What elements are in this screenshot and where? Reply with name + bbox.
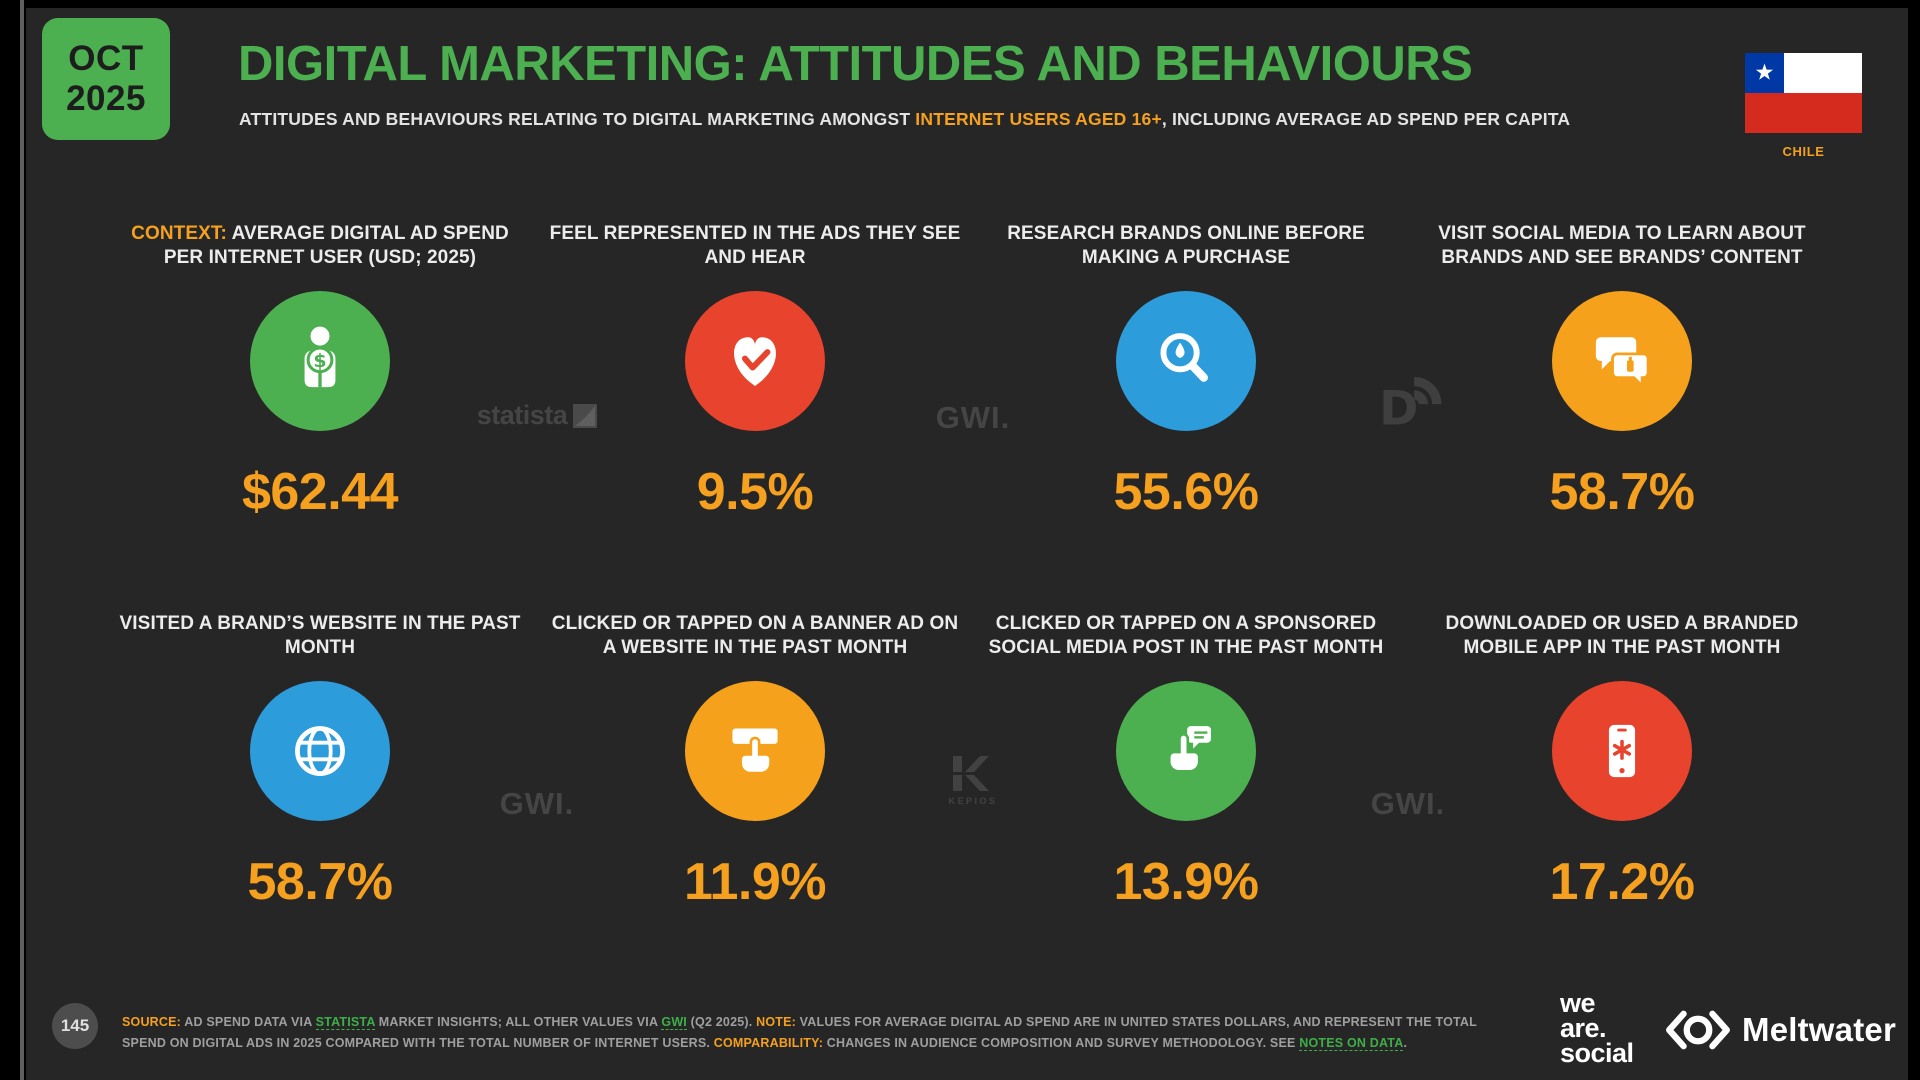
subtitle-highlight: INTERNET USERS AGED 16+ (915, 109, 1162, 129)
stat-label: CLICKED OR TAPPED ON A SPONSORED SOCIAL … (988, 613, 1384, 658)
svg-text:D: D (1379, 382, 1418, 435)
stat-branded-app: DOWNLOADED OR USED A BRANDED MOBILE APP … (1412, 612, 1832, 924)
kepios-logo-icon (953, 756, 989, 791)
we-are-social-logo: we are. social (1560, 988, 1634, 1068)
stat-label: VISIT SOCIAL MEDIA TO LEARN ABOUT BRANDS… (1438, 223, 1806, 268)
date-badge-year: 2025 (66, 79, 146, 118)
gwi-link[interactable]: GWI (661, 1015, 687, 1030)
meltwater-eye-icon (1666, 1010, 1730, 1050)
gwi-watermark: GWI. (935, 400, 1011, 435)
stat-label: FEEL REPRESENTED IN THE ADS THEY SEE AND… (549, 223, 961, 268)
stat-research-brands: RESEARCH BRANDS ONLINE BEFORE MAKING A P… (976, 222, 1396, 534)
gwi-watermark: GWI. (499, 786, 575, 821)
person-dollar-icon: $ (250, 291, 390, 431)
stat-social-learn: VISIT SOCIAL MEDIA TO LEARN ABOUT BRANDS… (1412, 222, 1832, 534)
chat-bubbles-icon (1552, 291, 1692, 431)
datareportal-watermark-icon: D (1373, 363, 1445, 440)
date-badge: OCT 2025 (42, 18, 170, 140)
source-note: SOURCE: AD SPEND DATA VIA STATISTA MARKE… (122, 1012, 1477, 1054)
stat-feel-represented: FEEL REPRESENTED IN THE ADS THEY SEE AND… (545, 222, 965, 534)
search-pin-icon (1116, 291, 1256, 431)
banner-click-icon (685, 681, 825, 821)
date-badge-month: OCT (68, 39, 144, 78)
stat-banner-ad-click: CLICKED OR TAPPED ON A BANNER AD ON A WE… (545, 612, 965, 924)
meltwater-wordmark: Meltwater (1742, 1011, 1897, 1048)
stat-visited-website: VISITED A BRAND’S WEBSITE IN THE PAST MO… (110, 612, 530, 924)
stat-label: CLICKED OR TAPPED ON A BANNER AD ON A WE… (551, 613, 959, 658)
svg-text:$: $ (313, 350, 326, 372)
stat-label: VISITED A BRAND’S WEBSITE IN THE PAST MO… (119, 613, 521, 658)
notes-on-data-link[interactable]: NOTES ON DATA (1299, 1036, 1404, 1051)
branded-app-icon (1552, 681, 1692, 821)
tap-post-icon (1116, 681, 1256, 821)
statista-watermark: statista (442, 400, 632, 431)
stat-ad-spend: CONTEXT: AVERAGE DIGITAL AD SPEND PER IN… (110, 222, 530, 534)
country-flag-block: CHILE (1745, 53, 1862, 159)
gwi-watermark: GWI. (1370, 786, 1446, 821)
kepios-watermark: KEPIOS (928, 756, 1018, 806)
stat-value: 58.7% (1549, 463, 1695, 521)
source-line-2: SPEND ON DIGITAL ADS IN 2025 COMPARED WI… (122, 1036, 1408, 1051)
stat-value: $62.44 (241, 463, 399, 521)
stat-sponsored-post-click: CLICKED OR TAPPED ON A SPONSORED SOCIAL … (976, 612, 1396, 924)
globe-icon (250, 681, 390, 821)
country-label: CHILE (1782, 144, 1825, 159)
stat-value: 17.2% (1549, 853, 1695, 911)
source-line-1: SOURCE: AD SPEND DATA VIA STATISTA MARKE… (122, 1015, 1477, 1030)
stat-value: 13.9% (1113, 853, 1259, 911)
page-number-badge: 145 (52, 1003, 98, 1049)
stat-value: 11.9% (683, 853, 827, 911)
heart-check-icon (685, 291, 825, 431)
left-edge-divider (20, 0, 24, 1080)
meltwater-logo: Meltwater (1662, 1008, 1896, 1052)
chile-flag-icon (1745, 53, 1862, 133)
page-subtitle: ATTITUDES AND BEHAVIOURS RELATING TO DIG… (239, 109, 1571, 129)
report-slide: OCT 2025 DIGITAL MARKETING: ATTITUDES AN… (26, 8, 1908, 1080)
statista-link[interactable]: STATISTA (315, 1015, 376, 1030)
context-prefix: CONTEXT: (131, 223, 227, 244)
statista-logo-icon (573, 403, 598, 428)
stat-value: 55.6% (1113, 463, 1259, 521)
stat-label: RESEARCH BRANDS ONLINE BEFORE MAKING A P… (1007, 223, 1365, 268)
stat-value: 9.5% (696, 463, 814, 521)
stat-label: DOWNLOADED OR USED A BRANDED MOBILE APP … (1445, 613, 1799, 658)
stat-label: CONTEXT: AVERAGE DIGITAL AD SPEND PER IN… (131, 223, 509, 268)
page-title: DIGITAL MARKETING: ATTITUDES AND BEHAVIO… (238, 37, 1473, 91)
stat-value: 58.7% (247, 853, 393, 911)
